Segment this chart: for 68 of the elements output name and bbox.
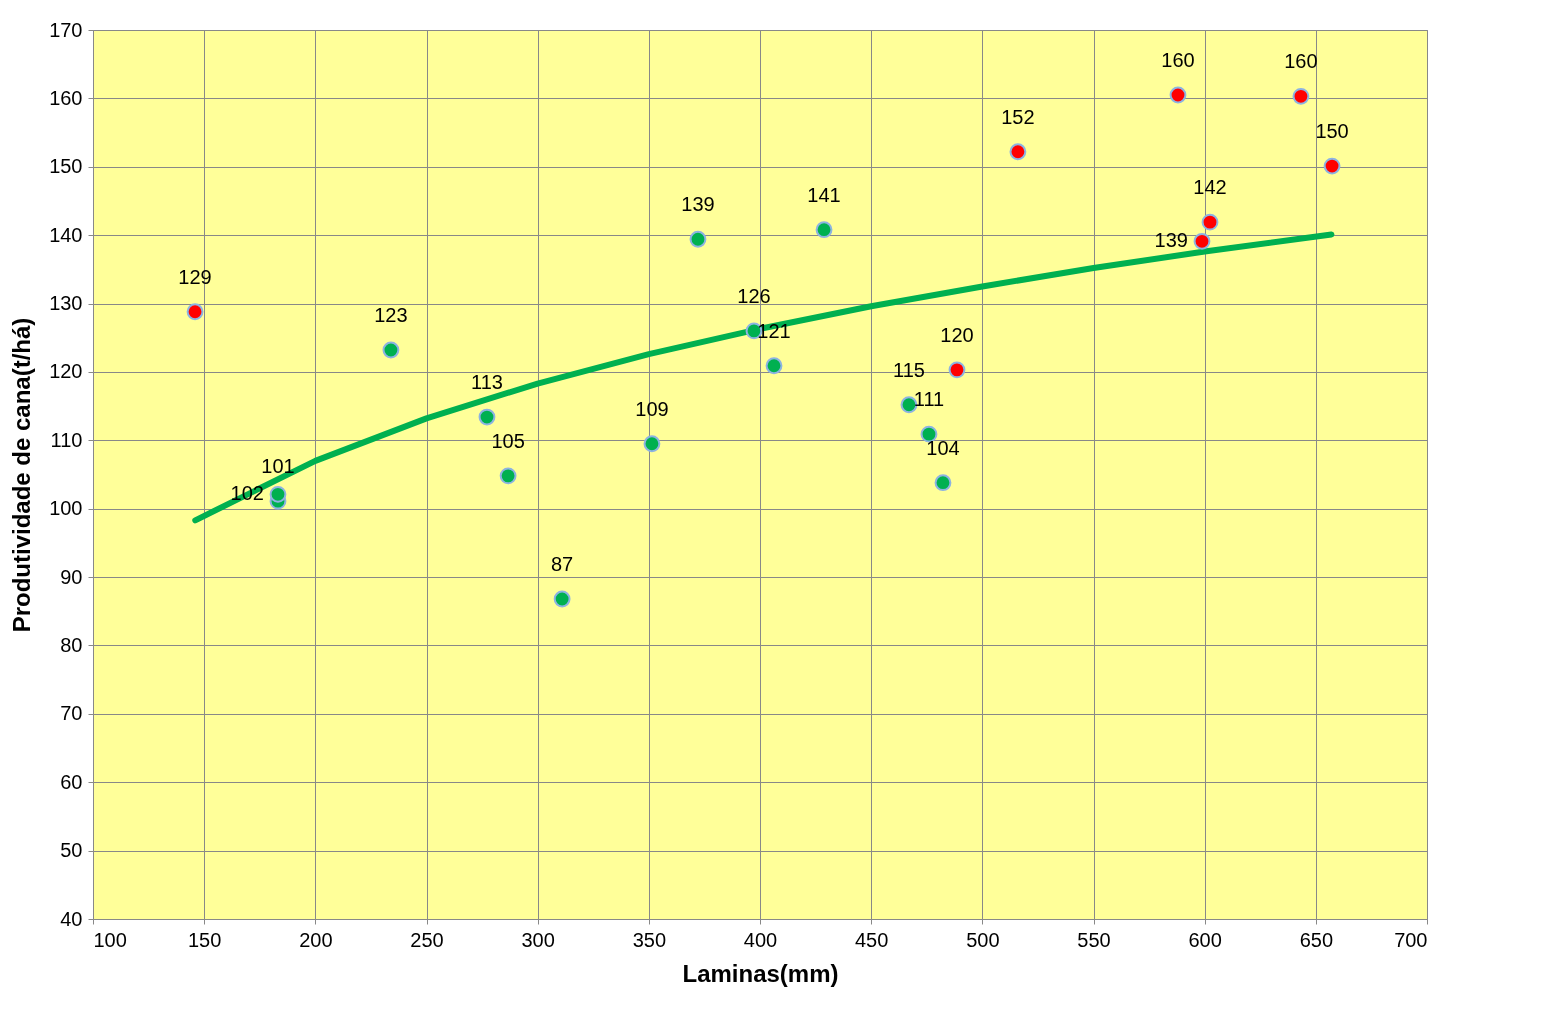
x-tick-label: 200 [299,928,333,951]
point [643,435,661,453]
point [920,425,938,443]
y-tick-label: 110 [50,428,83,451]
data-label: 104 [926,436,960,459]
point [553,590,571,608]
x-tick-label: 550 [1077,928,1111,951]
point [765,357,783,375]
x-tick-label: 100 [93,928,127,951]
x-tick-label: 150 [187,928,222,951]
point [478,408,496,426]
data-label: 87 [551,552,574,575]
x-tick-label: 450 [854,928,889,951]
data-label: 123 [374,304,408,327]
point [1201,213,1219,231]
data-label: 113 [471,371,503,394]
x-tick-label: 300 [521,928,555,951]
y-tick-label: 120 [49,360,83,383]
y-tick-label: 80 [60,633,83,656]
data-label: 141 [807,183,841,206]
x-axis-title: Laminas(mm) [682,959,839,987]
data-label: 150 [1315,120,1349,143]
data-label: 115 [893,358,925,381]
y-tick-label: 40 [60,907,83,930]
x-tick-label: 700 [1394,928,1428,951]
point [382,341,400,359]
x-tick-label: 400 [743,928,778,951]
point [186,303,204,321]
point [1323,157,1341,175]
y-axis-title: Produtividade de cana(t/há) [8,317,36,633]
y-tick-label: 160 [49,86,83,109]
x-tick-label: 500 [966,928,1000,951]
point [1009,143,1027,161]
y-tick-label: 150 [49,155,83,178]
data-label: 139 [1154,229,1188,252]
data-label: 152 [1001,105,1035,128]
point [499,467,517,485]
x-tick-label: 600 [1188,928,1222,951]
y-tick-label: 130 [49,292,83,315]
data-label: 126 [737,284,771,307]
y-tick-label: 140 [49,223,83,246]
data-label: 120 [940,323,974,346]
data-label: 160 [1284,50,1318,73]
y-tick-label: 50 [60,839,83,862]
y-tick-label: 100 [49,497,83,520]
x-tick-label: 350 [632,928,667,951]
point [269,485,287,503]
y-tick-label: 70 [60,702,83,725]
x-tick-label: 250 [410,928,444,951]
point [1193,232,1211,250]
data-label: 111 [913,388,945,411]
data-label: 105 [491,429,525,452]
point [1292,87,1310,105]
data-label: 101 [261,455,295,478]
data-label: 129 [178,265,212,288]
data-label: 160 [1161,48,1195,71]
y-tick-label: 60 [60,770,83,793]
data-label: 142 [1193,176,1227,199]
y-tick-label: 170 [49,18,83,41]
point [948,361,966,379]
point [689,230,707,248]
point [934,474,952,492]
data-label: 139 [681,193,715,216]
point [1169,86,1187,104]
y-tick-label: 90 [60,565,83,588]
x-tick-label: 650 [1299,928,1334,951]
data-label: 109 [635,397,669,420]
point [815,221,833,239]
